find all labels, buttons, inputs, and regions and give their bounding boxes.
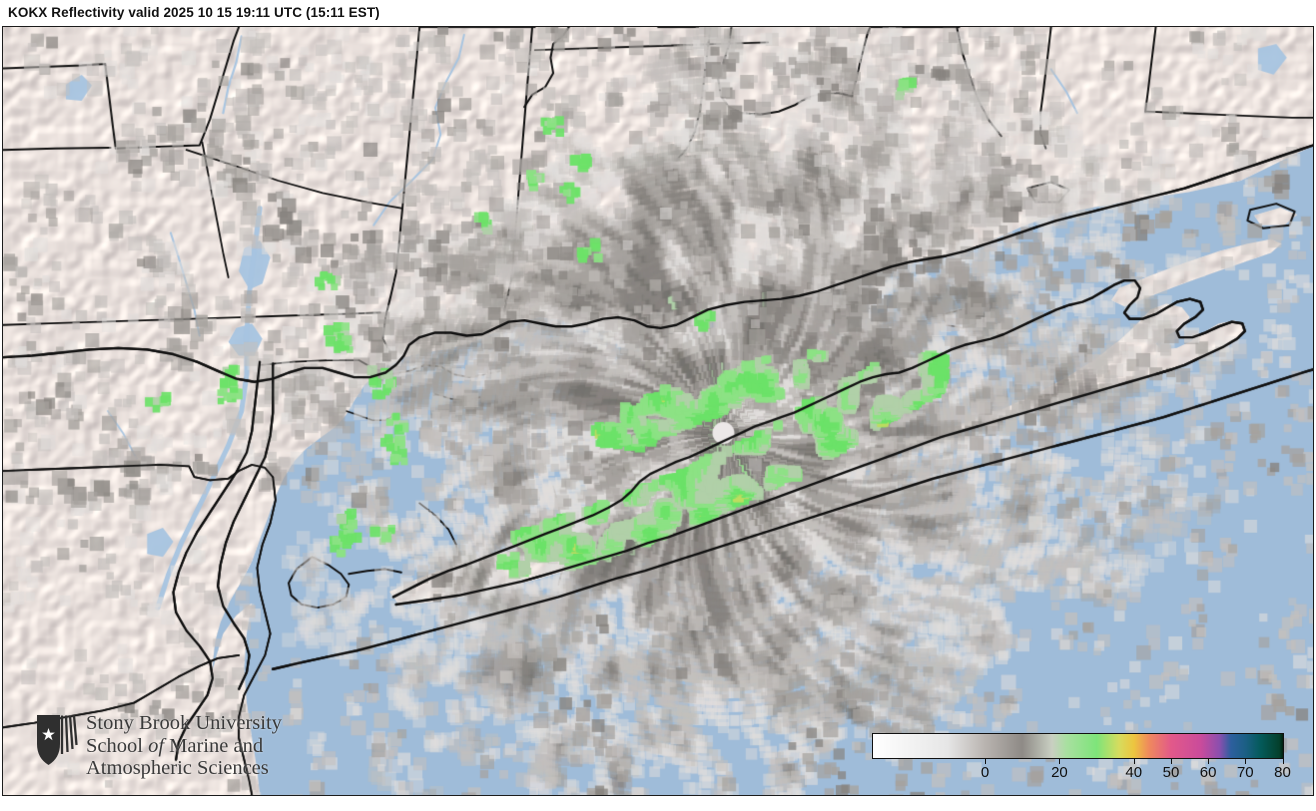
radar-reflectivity-map[interactable] [3,27,1313,795]
colorbar-tick [1170,759,1172,764]
colorbar-tick-label: 40 [1125,764,1143,781]
colorbar-tick-label: 80 [1274,764,1291,781]
title-bar: KOKX Reflectivity valid 2025 10 15 19:11… [0,0,1316,26]
page-title: KOKX Reflectivity valid 2025 10 15 19:11… [8,5,380,20]
colorbar-tick [1245,759,1247,764]
colorbar-tick [1133,759,1135,764]
colorbar-tick [1059,759,1061,764]
colorbar-tick-label: 0 [980,764,990,781]
colorbar-tick-label: 20 [1051,764,1068,781]
colorbar-tick-label: 60 [1199,764,1217,781]
colorbar-gradient [872,733,1284,759]
colorbar-tick-label: 70 [1236,764,1254,781]
colorbar-tick-label: 50 [1162,764,1180,781]
map-frame[interactable] [2,26,1314,796]
colorbar-tick [985,759,987,764]
colorbar: 0 20 40 50 60 70 80 [872,733,1291,785]
colorbar-tick [1282,759,1284,764]
colorbar-tick-labels: 0 20 40 50 60 70 80 [872,759,1291,785]
colorbar-tick [1208,759,1210,764]
